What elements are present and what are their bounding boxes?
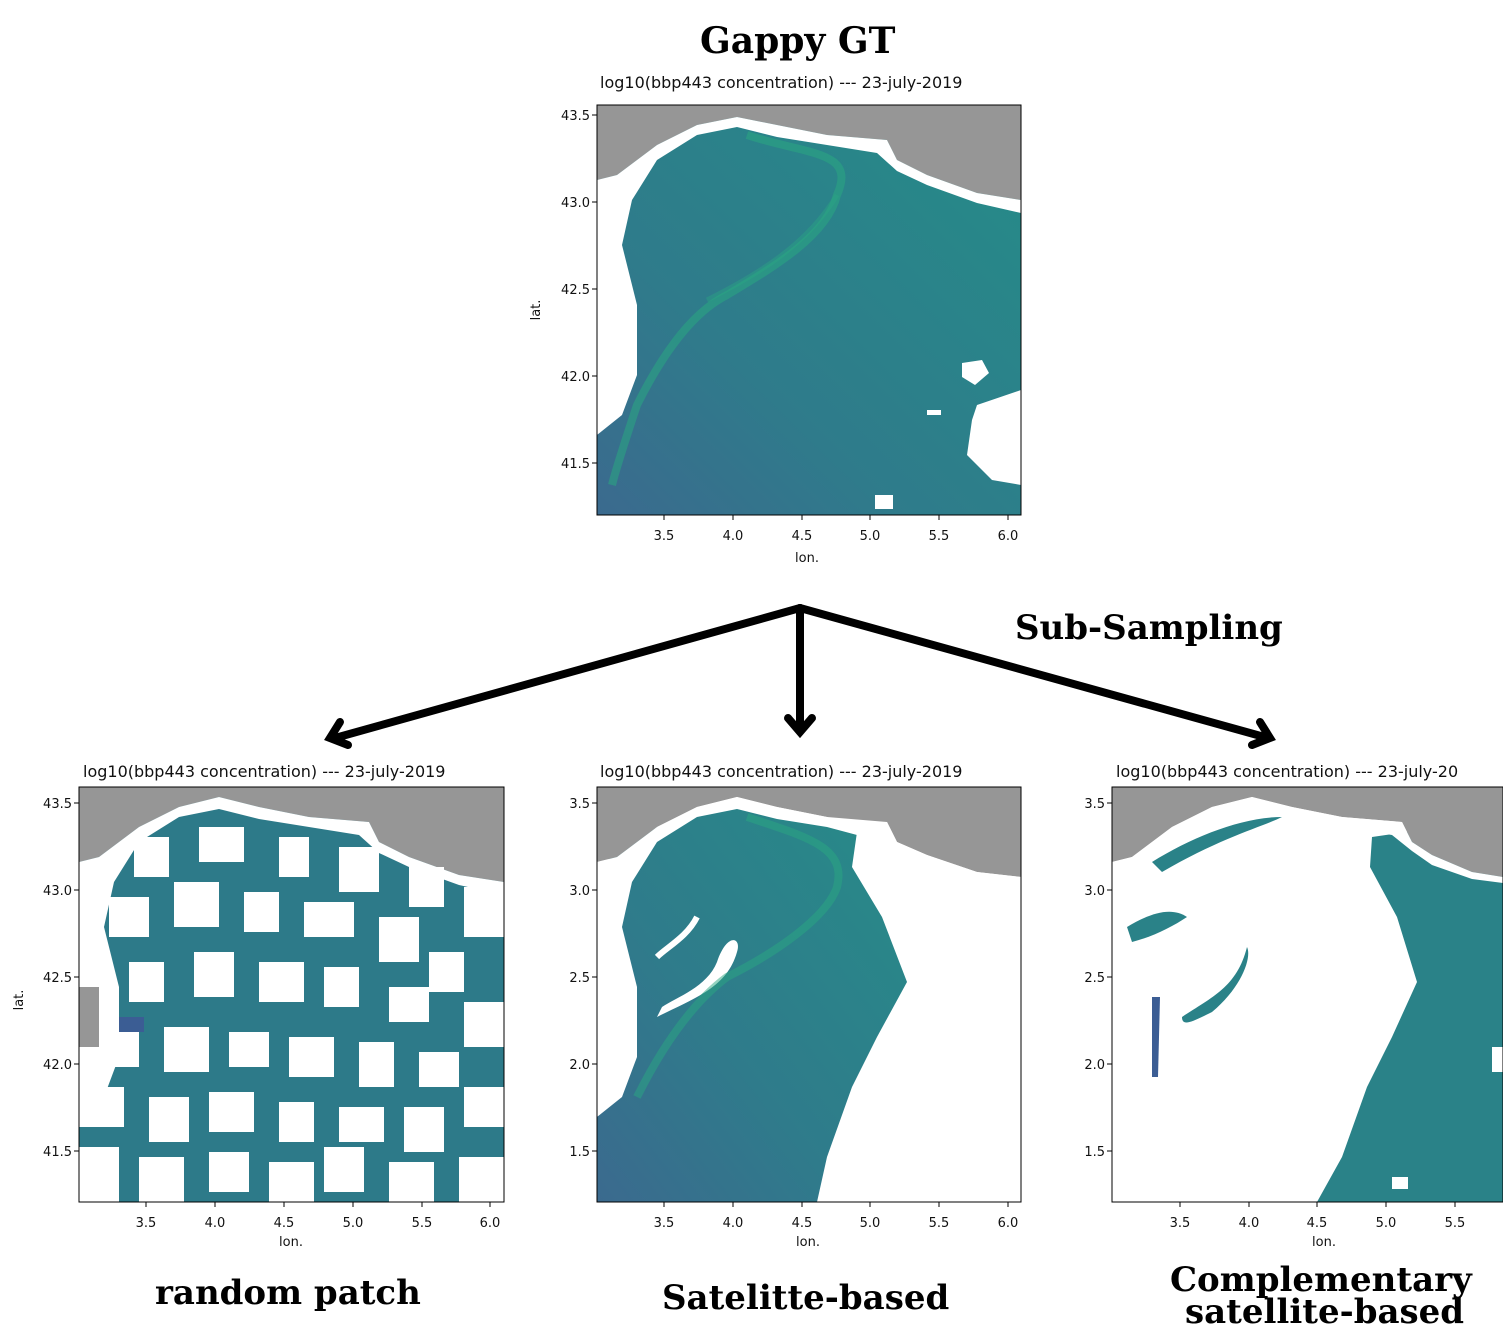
svg-text:3.5: 3.5: [654, 529, 675, 544]
svg-text:3.5: 3.5: [654, 1216, 675, 1231]
svg-text:43.0: 43.0: [561, 196, 590, 211]
svg-text:42.0: 42.0: [43, 1058, 72, 1073]
svg-text:4.0: 4.0: [1239, 1216, 1260, 1231]
sub-sampling-arrows: [324, 604, 1276, 749]
xlabel-gt: lon.: [795, 551, 819, 566]
svg-text:2.0: 2.0: [1084, 1058, 1105, 1073]
svg-text:5.5: 5.5: [1445, 1216, 1466, 1231]
svg-text:42.5: 42.5: [561, 283, 590, 298]
svg-text:4.0: 4.0: [723, 529, 744, 544]
caption-satellite-based: Satelitte-based: [662, 1278, 950, 1318]
svg-text:5.5: 5.5: [412, 1216, 433, 1231]
xlabel-comp: lon.: [1312, 1235, 1336, 1250]
caption-complementary-line1: Complementary: [1170, 1260, 1472, 1300]
svg-text:42.0: 42.0: [561, 370, 590, 385]
svg-text:3.5: 3.5: [1170, 1216, 1191, 1231]
svg-text:3.0: 3.0: [569, 884, 590, 899]
y-axis-comp: 3.5 3.0 2.5 2.0 1.5: [1084, 797, 1105, 1160]
plot-title-random: log10(bbp443 concentration) --- 23-july-…: [83, 762, 446, 781]
caption-complementary-line2: satellite-based: [1185, 1292, 1465, 1332]
map-random-patch: 43.5 43.0 42.5 42.0 41.5 3.5 4.0 4.5 5.0…: [12, 786, 505, 1250]
svg-text:1.5: 1.5: [569, 1145, 590, 1160]
svg-text:4.5: 4.5: [792, 529, 813, 544]
plot-title-gt: log10(bbp443 concentration) --- 23-july-…: [600, 73, 963, 92]
plot-title-comp: log10(bbp443 concentration) --- 23-july-…: [1116, 762, 1459, 781]
svg-text:3.5: 3.5: [569, 797, 590, 812]
svg-text:4.0: 4.0: [205, 1216, 226, 1231]
map-gappy-gt: 43.5 43.0 42.5 42.0 41.5 3.5 4.0 4.5 5.0…: [529, 104, 1022, 566]
svg-text:3.5: 3.5: [1084, 797, 1105, 812]
sub-sampling-label: Sub-Sampling: [1015, 608, 1283, 648]
ylabel-random: lat.: [12, 990, 27, 1011]
svg-text:2.5: 2.5: [569, 971, 590, 986]
svg-text:4.0: 4.0: [723, 1216, 744, 1231]
plot-title-sat: log10(bbp443 concentration) --- 23-july-…: [600, 762, 963, 781]
y-axis-gt: 43.5 43.0 42.5 42.0 41.5: [561, 109, 590, 472]
svg-text:6.0: 6.0: [480, 1216, 501, 1231]
svg-text:5.5: 5.5: [929, 1216, 950, 1231]
x-axis-comp: 3.5 4.0 4.5 5.0 5.5: [1170, 1216, 1466, 1231]
xlabel-random: lon.: [279, 1235, 303, 1250]
svg-text:1.5: 1.5: [1084, 1145, 1105, 1160]
map-complementary: 3.5 3.0 2.5 2.0 1.5 3.5 4.0 4.5 5.0 5.5 …: [1084, 786, 1503, 1250]
svg-text:3.0: 3.0: [1084, 884, 1105, 899]
svg-text:5.0: 5.0: [1376, 1216, 1397, 1231]
svg-text:4.5: 4.5: [792, 1216, 813, 1231]
svg-text:41.5: 41.5: [561, 457, 590, 472]
map-satellite-based: 3.5 3.0 2.5 2.0 1.5 3.5 4.0 4.5 5.0 5.5 …: [569, 786, 1022, 1250]
gappy-gt-title: Gappy GT: [700, 20, 896, 62]
svg-text:3.5: 3.5: [136, 1216, 157, 1231]
svg-text:2.0: 2.0: [569, 1058, 590, 1073]
x-axis-gt: 3.5 4.0 4.5 5.0 5.5 6.0: [654, 529, 1019, 544]
svg-text:6.0: 6.0: [998, 529, 1019, 544]
svg-text:43.5: 43.5: [43, 797, 72, 812]
x-axis-sat: 3.5 4.0 4.5 5.0 5.5 6.0: [654, 1216, 1019, 1231]
xlabel-sat: lon.: [796, 1235, 820, 1250]
svg-text:6.0: 6.0: [998, 1216, 1019, 1231]
svg-text:5.0: 5.0: [860, 1216, 881, 1231]
svg-text:5.0: 5.0: [860, 529, 881, 544]
svg-text:5.0: 5.0: [343, 1216, 364, 1231]
svg-text:2.5: 2.5: [1084, 971, 1105, 986]
y-axis-sat: 3.5 3.0 2.5 2.0 1.5: [569, 797, 590, 1160]
svg-text:42.5: 42.5: [43, 971, 72, 986]
x-axis-random: 3.5 4.0 4.5 5.0 5.5 6.0: [136, 1216, 501, 1231]
svg-text:5.5: 5.5: [929, 529, 950, 544]
svg-text:4.5: 4.5: [1307, 1216, 1328, 1231]
caption-random-patch: random patch: [155, 1273, 421, 1313]
svg-text:43.0: 43.0: [43, 884, 72, 899]
svg-text:43.5: 43.5: [561, 109, 590, 124]
svg-text:41.5: 41.5: [43, 1145, 72, 1160]
ylabel-gt: lat.: [529, 300, 544, 321]
svg-text:4.5: 4.5: [274, 1216, 295, 1231]
y-axis-random: 43.5 43.0 42.5 42.0 41.5: [43, 797, 72, 1160]
